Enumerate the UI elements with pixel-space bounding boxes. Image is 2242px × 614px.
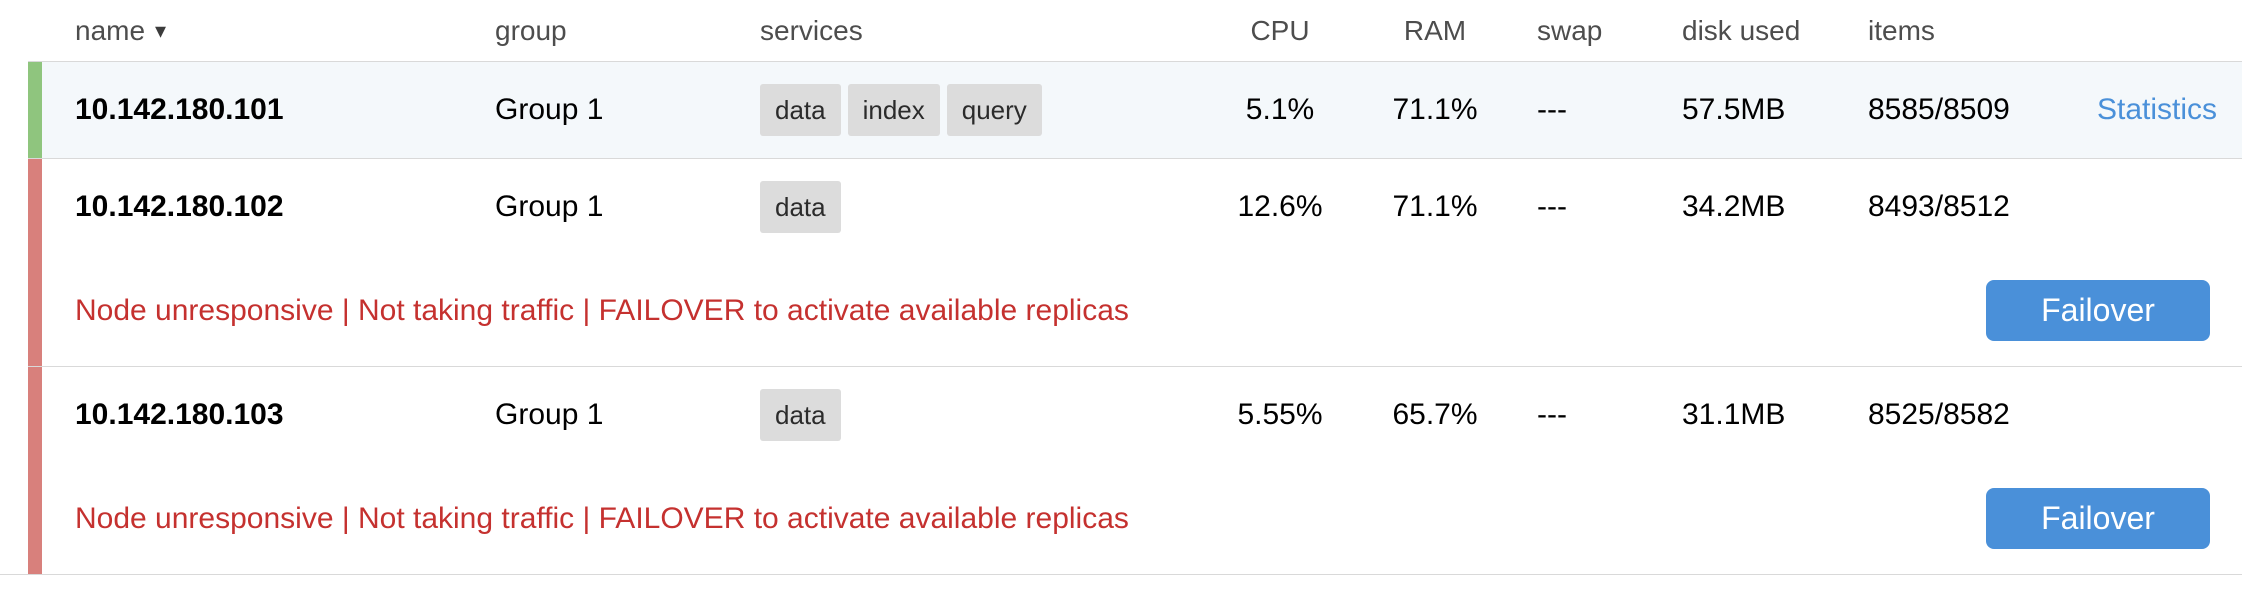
sort-desc-icon: ▾ [155, 17, 167, 43]
node-items-value: 8585/8509 [1868, 93, 2010, 126]
node-items-value: 8493/8512 [1868, 190, 2010, 223]
node-disk-used-value: 57.5MB [1682, 93, 1786, 126]
column-header-name-label: name [75, 14, 146, 46]
node-unresponsive-message: Node unresponsive | Not taking traffic |… [75, 293, 1129, 327]
node-main-line: 10.142.180.103 Group 1 data 5.55% 65.7% … [42, 367, 2242, 463]
node-ram-value: 71.1% [1392, 190, 1478, 223]
column-header-ram[interactable]: RAM [1403, 14, 1467, 46]
node-group: Group 1 [495, 398, 604, 431]
column-header-disk-used[interactable]: disk used [1682, 14, 1801, 46]
failover-button[interactable]: Failover [1986, 488, 2210, 549]
node-cpu-value: 12.6% [1237, 190, 1323, 223]
table-body: 10.142.180.101 Group 1 data index query … [0, 61, 2242, 575]
table-row-node-103: 10.142.180.103 Group 1 data 5.55% 65.7% … [28, 366, 2242, 574]
server-nodes-table: name ▾ group services CPU RAM swap disk u… [0, 0, 2242, 575]
node-ram-value: 65.7% [1392, 398, 1478, 431]
node-group: Group 1 [495, 93, 604, 126]
node-services: data [760, 181, 1230, 233]
table-row-node-102: 10.142.180.102 Group 1 data 12.6% 71.1% … [28, 158, 2242, 366]
node-alert-line: Node unresponsive | Not taking traffic |… [42, 463, 2242, 574]
node-services: data [760, 389, 1230, 441]
column-header-cpu[interactable]: CPU [1250, 14, 1310, 46]
column-header-services[interactable]: services [760, 14, 863, 46]
column-header-items[interactable]: items [1868, 14, 1935, 46]
service-badge-query: query [946, 84, 1042, 136]
column-header-group[interactable]: group [495, 14, 567, 46]
node-swap-value: --- [1537, 398, 1567, 431]
table-header-row: name ▾ group services CPU RAM swap disk u… [42, 0, 2242, 61]
column-header-swap[interactable]: swap [1537, 14, 1603, 46]
node-group: Group 1 [495, 190, 604, 223]
node-services: data index query [760, 84, 1230, 136]
node-cpu-value: 5.55% [1237, 398, 1323, 431]
service-badge-data: data [760, 181, 841, 233]
node-disk-used-value: 31.1MB [1682, 398, 1786, 431]
node-alert-line: Node unresponsive | Not taking traffic |… [42, 255, 2242, 366]
node-swap-value: --- [1537, 190, 1567, 223]
statistics-link[interactable]: Statistics [2097, 93, 2218, 126]
service-badge-data: data [760, 389, 841, 441]
node-main-line: 10.142.180.101 Group 1 data index query … [42, 62, 2242, 158]
node-main-line: 10.142.180.102 Group 1 data 12.6% 71.1% … [42, 159, 2242, 255]
node-unresponsive-message: Node unresponsive | Not taking traffic |… [75, 501, 1129, 535]
node-name: 10.142.180.101 [75, 93, 284, 126]
table-row-node-101: 10.142.180.101 Group 1 data index query … [28, 61, 2242, 158]
node-disk-used-value: 34.2MB [1682, 190, 1786, 223]
node-items-value: 8525/8582 [1868, 398, 2010, 431]
node-name: 10.142.180.102 [75, 190, 284, 223]
column-header-name[interactable]: name ▾ [42, 15, 495, 47]
node-cpu-value: 5.1% [1245, 93, 1315, 126]
node-ram-value: 71.1% [1392, 93, 1478, 126]
failover-button[interactable]: Failover [1986, 280, 2210, 341]
service-badge-index: index [847, 84, 940, 136]
service-badge-data: data [760, 84, 841, 136]
node-name: 10.142.180.103 [75, 398, 284, 431]
node-swap-value: --- [1537, 93, 1567, 126]
